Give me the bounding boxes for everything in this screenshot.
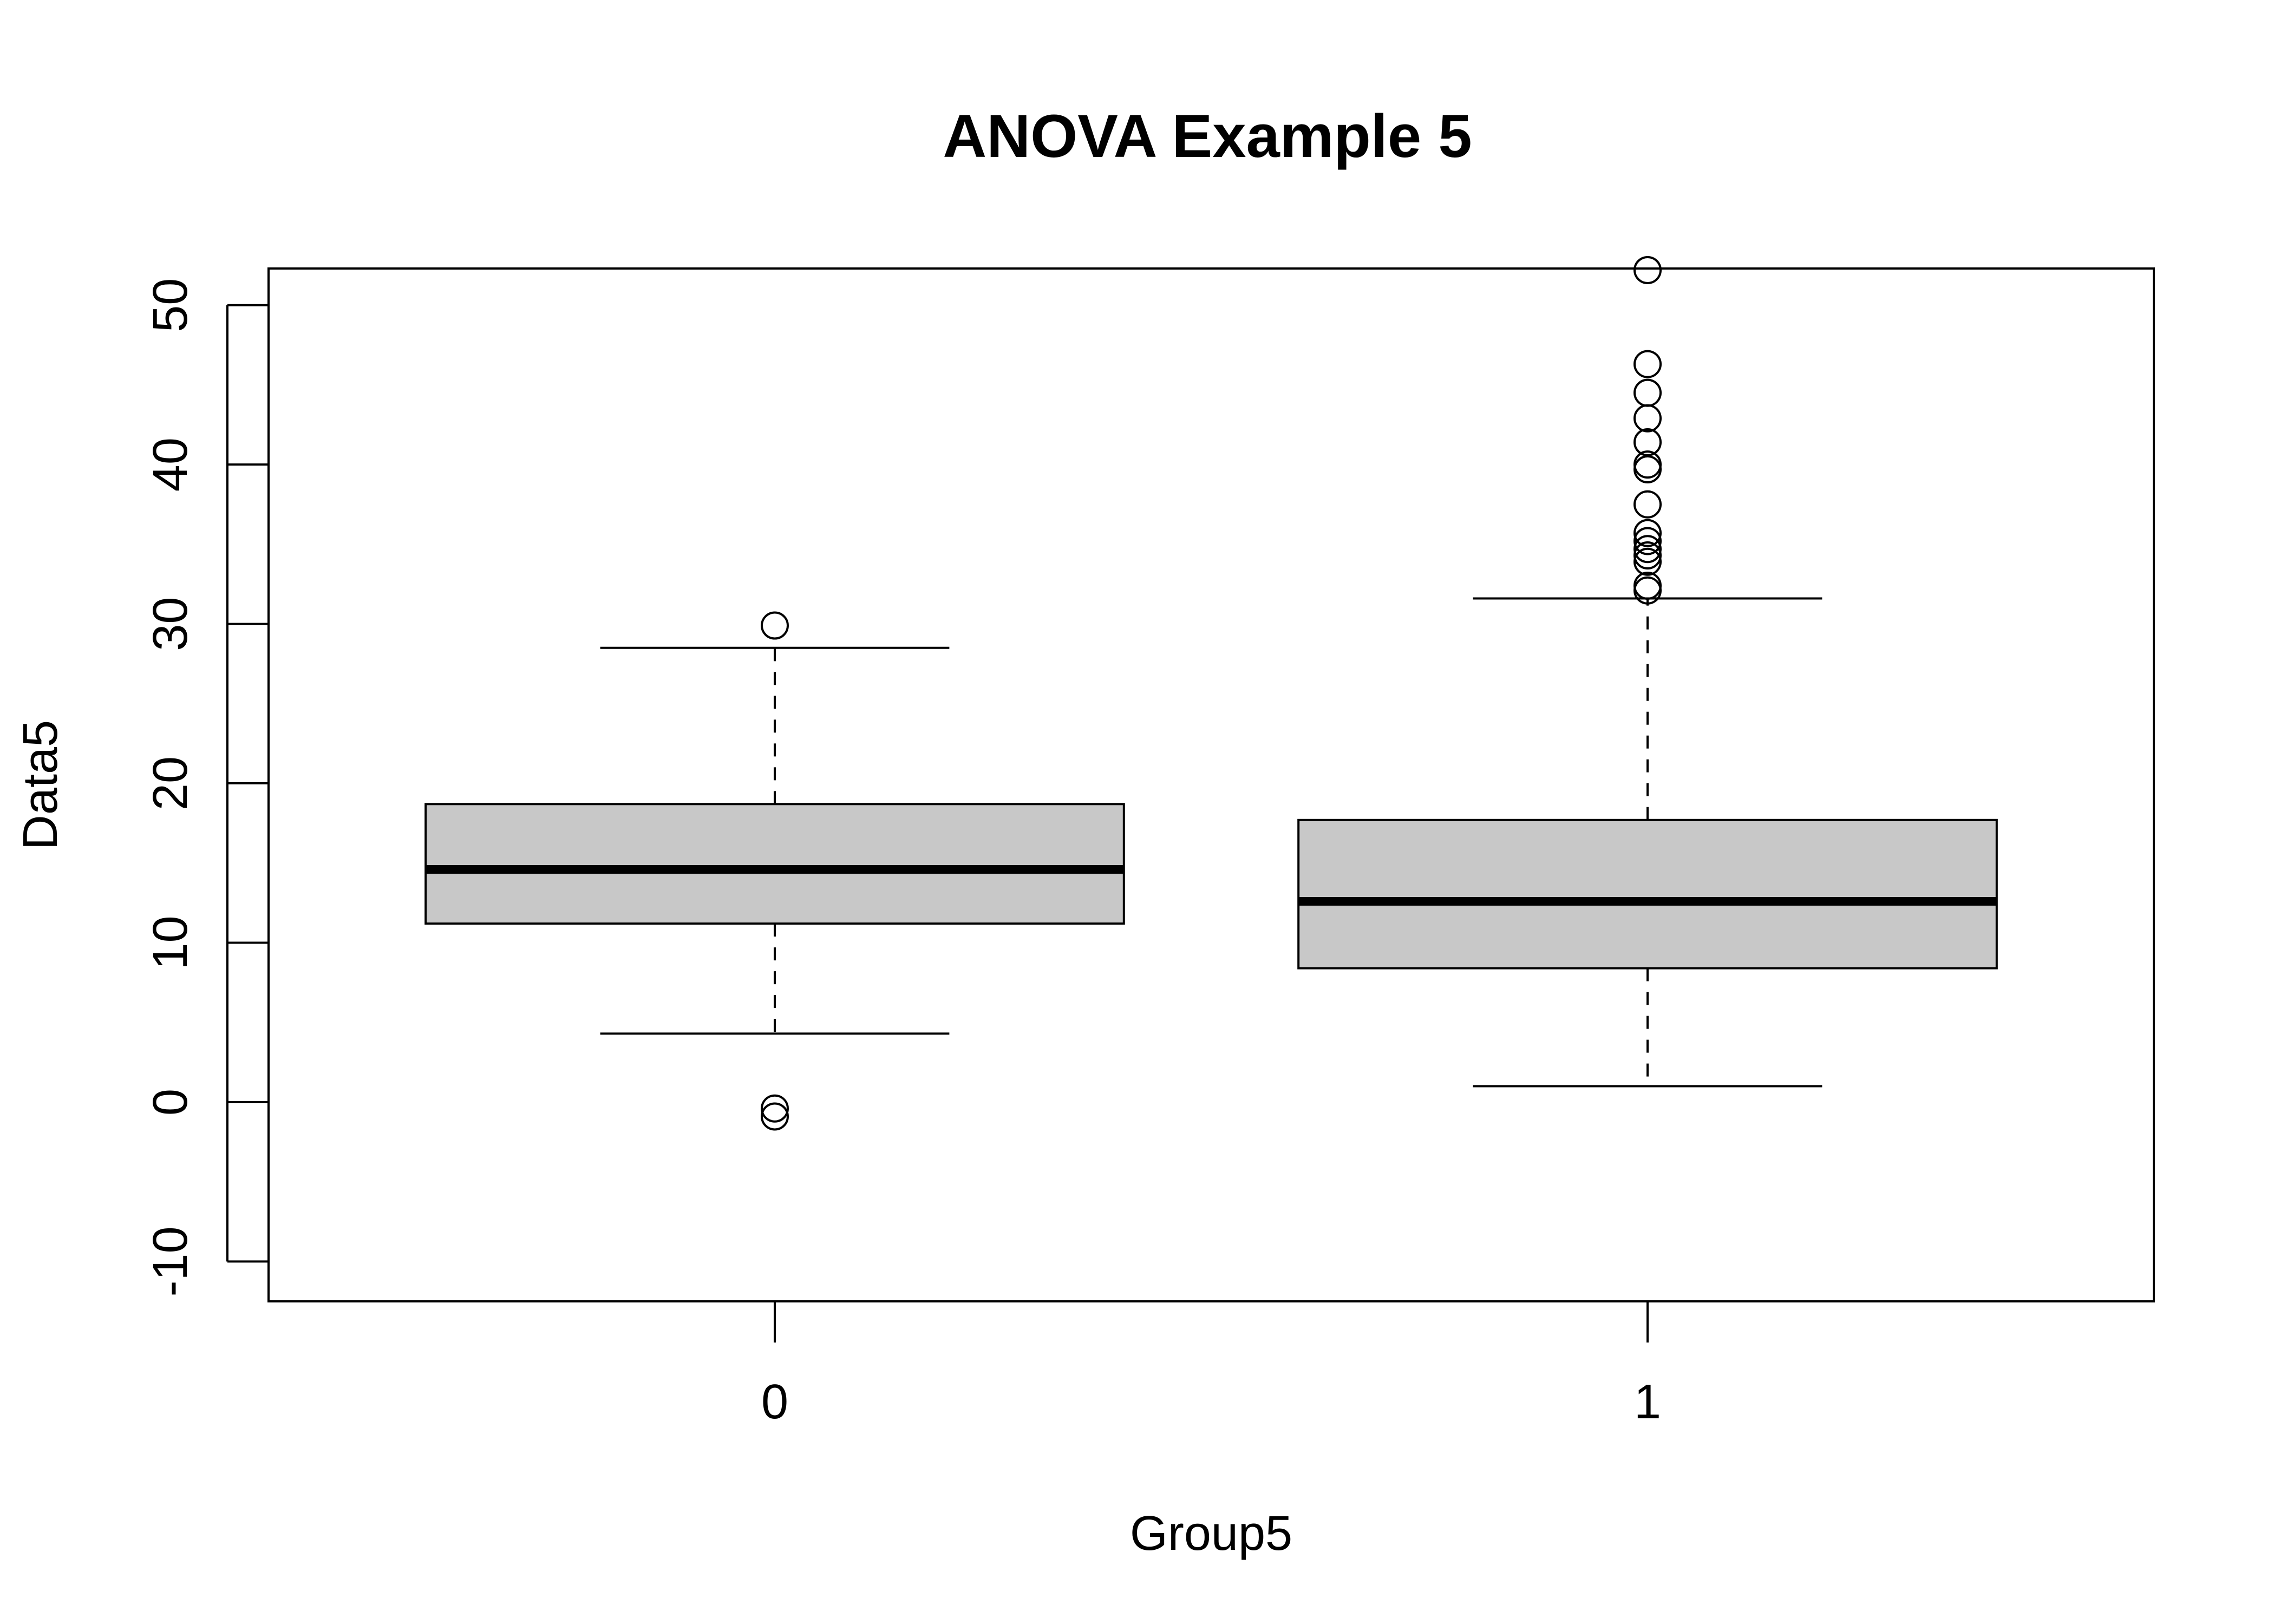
outlier-point — [1633, 256, 1662, 284]
outlier-point — [1633, 490, 1662, 519]
outlier-point — [1633, 350, 1662, 378]
box-group-0 — [424, 611, 1125, 1131]
box-iqr — [424, 803, 1125, 925]
x-tick-label: 1 — [1634, 1375, 1661, 1429]
outlier-point — [760, 1102, 789, 1131]
outlier-point — [760, 611, 789, 640]
x-axis-label: Group5 — [1130, 1507, 1292, 1561]
box-group-1 — [1297, 256, 1998, 1088]
y-tick-label: 20 — [143, 756, 198, 810]
outlier-point — [1633, 428, 1662, 456]
outlier-point — [1633, 378, 1662, 407]
outlier-point — [760, 1094, 789, 1123]
y-axis-label: Data5 — [14, 720, 68, 850]
outlier-point — [1633, 519, 1662, 547]
y-tick-label: 10 — [143, 915, 198, 970]
outlier-point — [1633, 547, 1662, 576]
boxes — [424, 256, 1998, 1131]
outlier-point — [1633, 404, 1662, 433]
outlier-point — [1633, 535, 1662, 564]
plot-frame — [267, 267, 2155, 1302]
y-axis: -10 0 10 20 30 40 50 — [143, 278, 269, 1296]
outlier-point — [1633, 541, 1662, 569]
x-tick-label: 0 — [761, 1375, 788, 1429]
y-tick-label: 0 — [143, 1089, 198, 1116]
y-tick-label: 50 — [143, 278, 198, 332]
chart-title: ANOVA Example 5 — [943, 102, 1472, 170]
y-tick-label: -10 — [143, 1226, 198, 1296]
outlier-point — [1633, 527, 1662, 555]
y-tick-label: 40 — [143, 437, 198, 492]
outlier-point — [1633, 576, 1662, 605]
box-iqr — [1297, 818, 1998, 970]
y-tick-label: 30 — [143, 597, 198, 651]
outlier-point — [1633, 455, 1662, 483]
